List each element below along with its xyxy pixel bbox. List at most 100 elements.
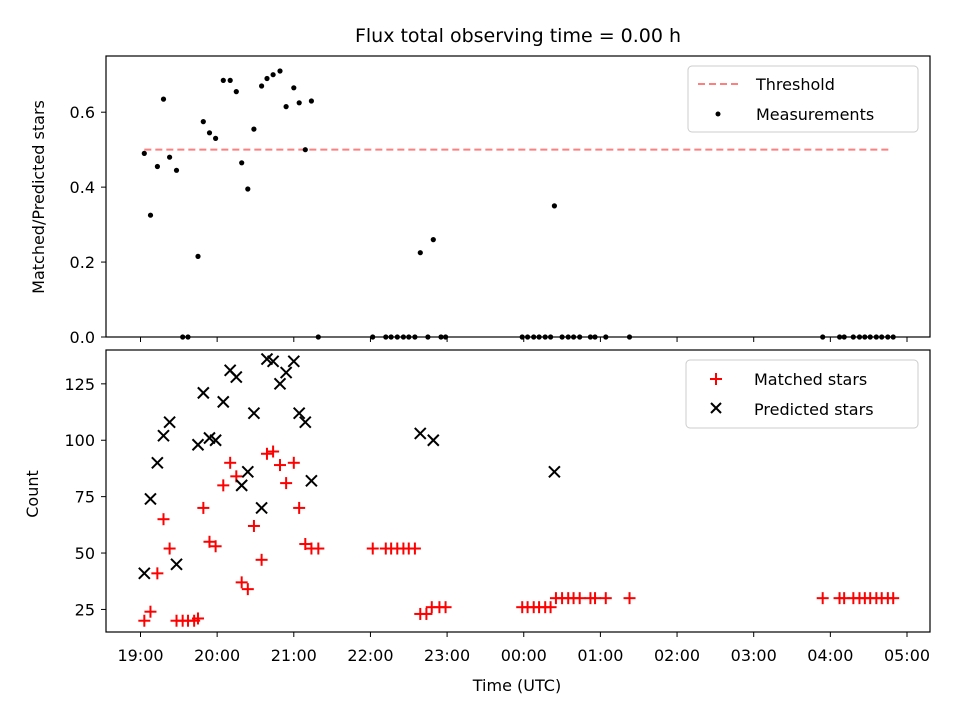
measurement-point bbox=[264, 75, 270, 82]
measurement-point bbox=[141, 150, 147, 156]
predicted-star-point bbox=[247, 406, 261, 420]
measurement-point bbox=[308, 98, 314, 104]
measurement-point bbox=[206, 130, 213, 136]
measurement-point bbox=[147, 212, 154, 218]
matched-star-point bbox=[217, 479, 230, 492]
x-tick-label: 21:00 bbox=[271, 646, 317, 665]
predicted-star-point bbox=[144, 492, 157, 506]
matched-star-point bbox=[287, 456, 300, 469]
legend-matched-swatch bbox=[710, 373, 722, 385]
x-tick-label: 02:00 bbox=[654, 646, 700, 665]
y-tick-label: 125 bbox=[64, 375, 95, 394]
measurement-point bbox=[417, 250, 423, 256]
legend-measurements-swatch bbox=[715, 111, 721, 117]
matched-star-point bbox=[241, 583, 254, 596]
matched-star-point bbox=[224, 456, 237, 469]
measurement-point bbox=[200, 119, 206, 125]
predicted-star-point bbox=[305, 474, 318, 488]
measurement-point bbox=[213, 135, 219, 141]
x-tick-label: 04:00 bbox=[807, 646, 853, 665]
matched-star-point bbox=[267, 445, 280, 458]
x-tick-label: 05:00 bbox=[884, 646, 930, 665]
predicted-star-point bbox=[230, 370, 243, 384]
y-tick-label: 75 bbox=[75, 488, 95, 507]
x-tick-label: 03:00 bbox=[731, 646, 777, 665]
matched-star-point bbox=[247, 519, 260, 532]
matched-star-point bbox=[157, 513, 170, 526]
predicted-star-point bbox=[163, 415, 176, 429]
bottom-legend: Matched stars Predicted stars bbox=[685, 359, 919, 429]
measurement-point bbox=[251, 126, 257, 132]
predicted-star-point bbox=[266, 355, 280, 368]
predicted-star-point bbox=[255, 501, 268, 515]
matched-star-point bbox=[589, 592, 602, 605]
predicted-star-point bbox=[197, 386, 210, 400]
measurement-point bbox=[239, 160, 245, 166]
matched-star-point bbox=[235, 576, 248, 589]
matched-star-point bbox=[544, 601, 557, 614]
predicted-star-point bbox=[217, 395, 230, 409]
y-tick-label: 50 bbox=[75, 544, 95, 563]
matched-star-point bbox=[209, 540, 222, 553]
x-axis-label: Time (UTC) bbox=[472, 676, 561, 695]
y-tick-label: 100 bbox=[64, 431, 95, 450]
predicted-star-point bbox=[170, 558, 183, 571]
matched-star-point bbox=[623, 592, 636, 605]
measurement-point bbox=[233, 89, 239, 95]
bottom-panel: 19:00 20:00 21:00 22:00 23:00 00:00 01:00 02:00… bbox=[23, 349, 931, 695]
matched-star-point bbox=[260, 447, 273, 460]
bottom-y-axis-label: Count bbox=[23, 470, 42, 518]
matched-star-point bbox=[816, 592, 829, 605]
matched-star-point bbox=[255, 553, 268, 566]
measurement-point bbox=[296, 100, 302, 106]
matched-star-point bbox=[887, 592, 900, 605]
chart-title: Flux total observing time = 0.00 h bbox=[355, 25, 681, 47]
top-legend: Threshold Measurements bbox=[687, 65, 919, 133]
legend-predicted-swatch bbox=[710, 402, 722, 414]
measurement-point bbox=[283, 104, 289, 110]
y-tick-label: 25 bbox=[75, 600, 95, 619]
matched-star-point bbox=[420, 607, 433, 620]
measurement-point bbox=[227, 77, 233, 83]
top-y-tick-label: 0.2 bbox=[70, 253, 95, 272]
matched-star-point bbox=[366, 542, 379, 555]
predicted-star-point bbox=[292, 406, 306, 420]
matched-star-point bbox=[203, 535, 216, 548]
matched-star-point bbox=[280, 477, 293, 490]
measurement-point bbox=[259, 83, 265, 89]
legend-predicted-label: Predicted stars bbox=[754, 400, 874, 419]
matched-star-point bbox=[293, 501, 306, 514]
measurement-point bbox=[551, 203, 558, 209]
matched-star-point bbox=[138, 614, 151, 627]
predicted-star-point bbox=[287, 355, 301, 368]
legend-threshold-label: Threshold bbox=[755, 75, 835, 94]
predicted-star-point bbox=[235, 479, 248, 492]
x-tick-label: 01:00 bbox=[577, 646, 623, 665]
matched-star-point bbox=[197, 501, 210, 514]
x-tick-label: 20:00 bbox=[194, 646, 240, 665]
matched-star-point bbox=[439, 601, 452, 614]
legend-measurements-label: Measurements bbox=[756, 105, 874, 124]
matched-star-point bbox=[312, 542, 325, 555]
predicted-star-point bbox=[273, 377, 287, 391]
matched-star-point bbox=[273, 459, 286, 472]
top-y-axis-label: Matched/Predicted stars bbox=[29, 100, 48, 294]
measurement-point bbox=[195, 253, 201, 259]
top-y-tick-label: 0.4 bbox=[70, 178, 95, 197]
x-tick-label: 00:00 bbox=[501, 646, 547, 665]
predicted-star-point bbox=[209, 434, 222, 447]
measurement-point bbox=[173, 167, 180, 173]
top-panel: 0.0 0.2 0.4 0.6 Matched/Predicted stars Thr… bbox=[29, 55, 931, 347]
matched-star-point bbox=[599, 592, 612, 605]
matched-star-point bbox=[191, 612, 204, 625]
matched-star-point bbox=[573, 592, 586, 605]
predicted-star-point bbox=[138, 567, 151, 580]
measurement-point bbox=[220, 77, 226, 83]
measurement-point bbox=[291, 85, 297, 91]
predicted-star-point bbox=[151, 456, 164, 470]
x-tick-label: 19:00 bbox=[117, 646, 163, 665]
predicted-star-point bbox=[414, 427, 427, 440]
predicted-star-point bbox=[548, 465, 561, 479]
matched-star-point bbox=[299, 538, 312, 551]
